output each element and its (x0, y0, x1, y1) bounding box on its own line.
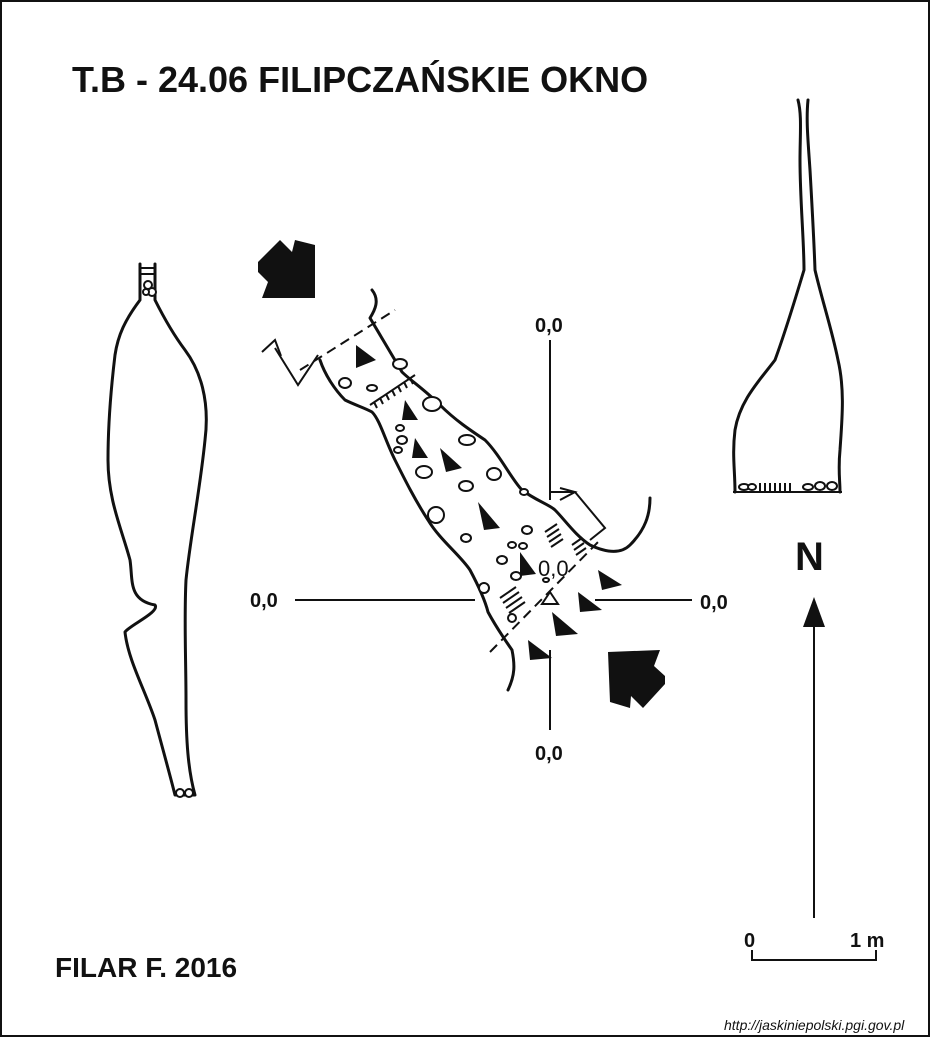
north-arrow-icon (803, 597, 825, 627)
north-arrow: N (795, 535, 825, 918)
plan-label-bottom: 0,0 (535, 743, 563, 765)
plan-label-right: 0,0 (700, 592, 728, 614)
entrance-arrow-se-icon (608, 650, 665, 708)
scale-bar: 0 1 m (744, 930, 884, 961)
source-url[interactable]: http://jaskiniepolski.pgi.gov.pl (724, 1017, 905, 1033)
entrance-arrow-nw-icon (258, 240, 315, 298)
map-author: FILAR F. 2016 (55, 952, 237, 983)
scale-min-label: 0 (744, 930, 755, 952)
plan-label-left: 0,0 (250, 590, 278, 612)
plan-label-center: 0,0 (538, 556, 569, 581)
plan-label-top: 0,0 (535, 315, 563, 337)
scale-max-label: 1 m (850, 930, 884, 952)
cave-plan: 0,0 0,0 0,0 0,0 0,0 (250, 240, 728, 765)
survey-point-icon (540, 590, 560, 605)
north-label: N (795, 535, 824, 579)
cross-section (732, 98, 844, 494)
longitudinal-section (106, 262, 208, 798)
map-title: T.B - 24.06 FILIPCZAŃSKIE OKNO (72, 59, 648, 100)
